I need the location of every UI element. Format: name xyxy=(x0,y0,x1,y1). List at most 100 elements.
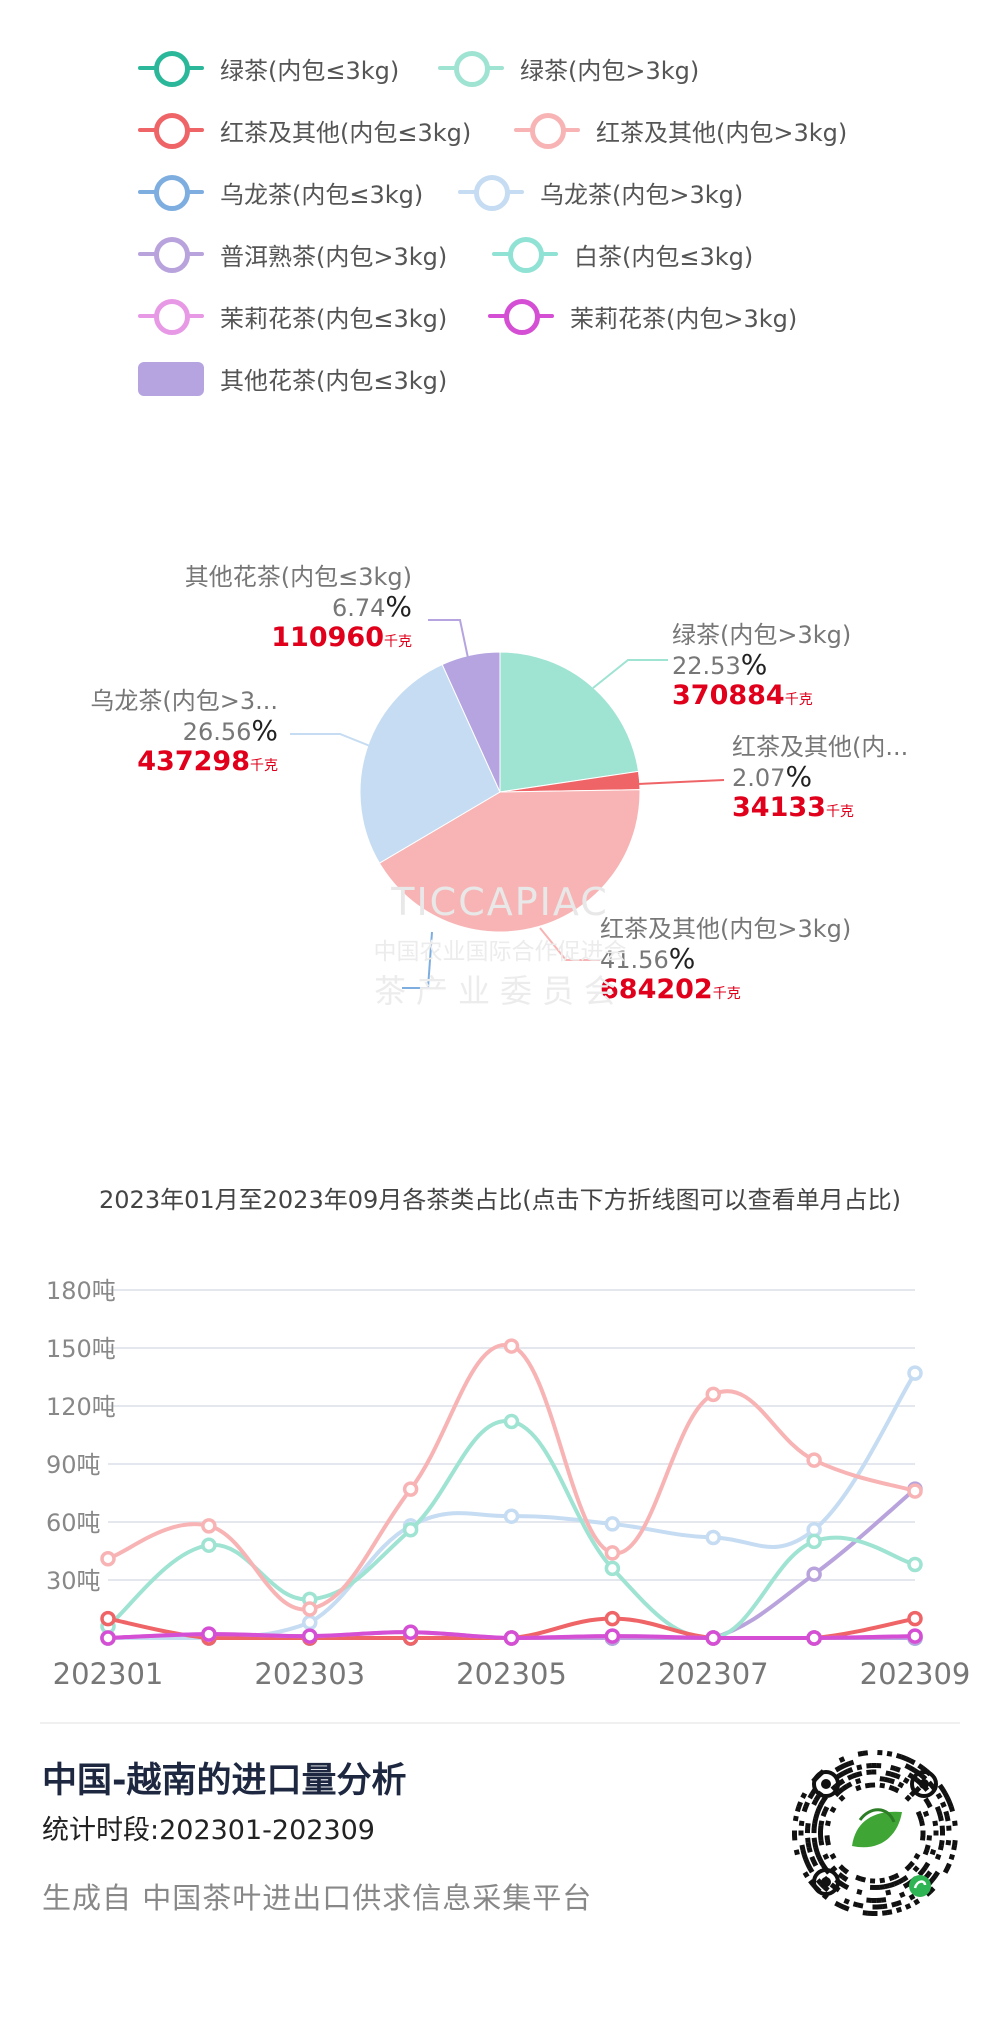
legend-item[interactable]: 红茶及其他(内包>3kg) xyxy=(512,108,847,152)
data-point[interactable] xyxy=(402,1624,419,1640)
legend-line-marker-icon xyxy=(512,108,582,152)
line-series-3[interactable] xyxy=(100,1338,923,1617)
data-point[interactable] xyxy=(503,1338,520,1354)
mini-program-glyph-icon xyxy=(913,1880,927,1889)
qr-module xyxy=(807,1866,815,1874)
pie-slice-5[interactable] xyxy=(359,663,501,864)
statistics-period: 统计时段:202301-202309 xyxy=(42,1815,375,1846)
legend-label: 红茶及其他(内包≤3kg) xyxy=(220,118,472,147)
qr-finder-ring xyxy=(812,1770,840,1798)
pie-chart[interactable] xyxy=(0,540,1000,1140)
data-point[interactable] xyxy=(302,1614,318,1631)
data-point[interactable] xyxy=(503,1413,520,1430)
data-point[interactable] xyxy=(705,1630,721,1646)
data-point[interactable] xyxy=(806,1533,822,1550)
qr-module xyxy=(892,1786,900,1794)
pie-label-percent-row: 2.07% xyxy=(732,762,908,793)
qr-module xyxy=(813,1813,820,1820)
data-point[interactable] xyxy=(503,1508,520,1524)
legend-item[interactable]: 绿茶(内包>3kg) xyxy=(436,46,699,90)
data-point[interactable] xyxy=(201,1518,217,1534)
data-point[interactable] xyxy=(907,1628,923,1644)
data-point[interactable] xyxy=(806,1566,822,1582)
pie-label-name: 绿茶(内包>3kg) xyxy=(672,621,852,649)
data-point[interactable] xyxy=(705,1386,721,1403)
legend-line-marker-icon xyxy=(486,294,556,338)
tea-leaf-vein-icon xyxy=(858,1808,896,1823)
weight-unit: 千克 xyxy=(384,634,412,650)
data-point[interactable] xyxy=(907,1483,923,1499)
pie-label-percent: 26.56 xyxy=(182,718,252,746)
qr-module xyxy=(872,1904,878,1910)
data-point[interactable] xyxy=(907,1556,923,1573)
qr-module xyxy=(857,1750,864,1757)
watermark-committee-name: 茶产业委员会 xyxy=(373,972,626,1010)
legend-item[interactable]: 白茶(内包≤3kg) xyxy=(490,232,753,276)
legend-item[interactable]: 绿茶(内包≤3kg) xyxy=(136,46,399,90)
legend-item[interactable]: 乌龙茶(内包≤3kg) xyxy=(136,170,423,214)
qr-module xyxy=(904,1903,912,1910)
data-point[interactable] xyxy=(100,1610,116,1627)
data-point[interactable] xyxy=(201,1537,217,1553)
data-point[interactable] xyxy=(907,1610,923,1627)
qr-module xyxy=(891,1901,898,1908)
legend-item[interactable]: 乌龙茶(内包>3kg) xyxy=(456,170,743,214)
data-point[interactable] xyxy=(402,1481,419,1497)
data-point[interactable] xyxy=(806,1630,822,1646)
pie-label-weight: 437298 xyxy=(137,746,250,777)
qr-module xyxy=(947,1801,954,1808)
y-tick-label: 90吨 xyxy=(46,1451,101,1479)
mini-program-qr-code[interactable] xyxy=(790,1748,960,1918)
y-tick-label: 60吨 xyxy=(46,1509,101,1537)
data-point[interactable] xyxy=(604,1516,621,1532)
data-point[interactable] xyxy=(604,1560,621,1577)
legend-item[interactable]: 其他花茶(内包≤3kg) xyxy=(136,356,447,400)
data-point[interactable] xyxy=(402,1521,419,1538)
data-point[interactable] xyxy=(100,1630,116,1646)
line-series-5[interactable] xyxy=(100,1365,923,1646)
qr-module xyxy=(943,1810,950,1817)
data-point[interactable] xyxy=(907,1365,923,1381)
data-point[interactable] xyxy=(604,1610,621,1627)
qr-module xyxy=(871,1897,877,1904)
pie-slice-1[interactable] xyxy=(499,651,640,793)
qr-module xyxy=(884,1883,891,1890)
line-chart[interactable]: 30吨 60吨 90吨 120吨 150吨 180吨 202301 202303 202305 2… xyxy=(0,1240,1000,1720)
x-tick-label: 202305 xyxy=(456,1657,567,1691)
legend-item[interactable]: 茉莉花茶(内包>3kg) xyxy=(486,294,797,338)
data-point[interactable] xyxy=(503,1630,520,1646)
qr-module xyxy=(834,1900,841,1908)
line-series-6[interactable] xyxy=(100,1481,923,1646)
qr-module xyxy=(917,1869,925,1877)
data-point[interactable] xyxy=(302,1601,318,1617)
legend-row: 红茶及其他(内包≤3kg) 红茶及其他(内包>3kg) xyxy=(136,108,966,170)
percent-sign: % xyxy=(785,760,813,793)
data-point[interactable] xyxy=(302,1628,318,1644)
data-point[interactable] xyxy=(806,1452,822,1468)
data-point[interactable] xyxy=(100,1550,116,1567)
qr-module xyxy=(869,1884,876,1891)
qr-module xyxy=(902,1881,910,1889)
pie-leader-line xyxy=(539,927,600,961)
data-point[interactable] xyxy=(201,1626,217,1642)
qr-module xyxy=(812,1842,819,1848)
data-point[interactable] xyxy=(604,1628,621,1644)
legend-label: 绿茶(内包≤3kg) xyxy=(220,56,400,85)
weight-unit: 千克 xyxy=(712,986,741,1002)
qr-module xyxy=(805,1842,812,1849)
data-point[interactable] xyxy=(705,1529,721,1546)
line-series-9[interactable] xyxy=(100,1624,923,1646)
data-point[interactable] xyxy=(604,1545,621,1561)
qr-module xyxy=(922,1848,930,1856)
qr-module xyxy=(869,1878,876,1884)
pie-label-percent-row: 41.56% xyxy=(600,944,851,975)
legend-item[interactable]: 普洱熟茶(内包>3kg) xyxy=(136,232,447,276)
legend-item[interactable]: 红茶及其他(内包≤3kg) xyxy=(136,108,471,152)
qr-module xyxy=(811,1860,819,1867)
qr-module xyxy=(951,1844,958,1851)
legend-item[interactable]: 茉莉花茶(内包≤3kg) xyxy=(136,294,447,338)
qr-module xyxy=(805,1822,811,1829)
qr-module xyxy=(838,1763,846,1770)
qr-module xyxy=(940,1830,945,1836)
pie-slice-6[interactable] xyxy=(441,651,501,793)
